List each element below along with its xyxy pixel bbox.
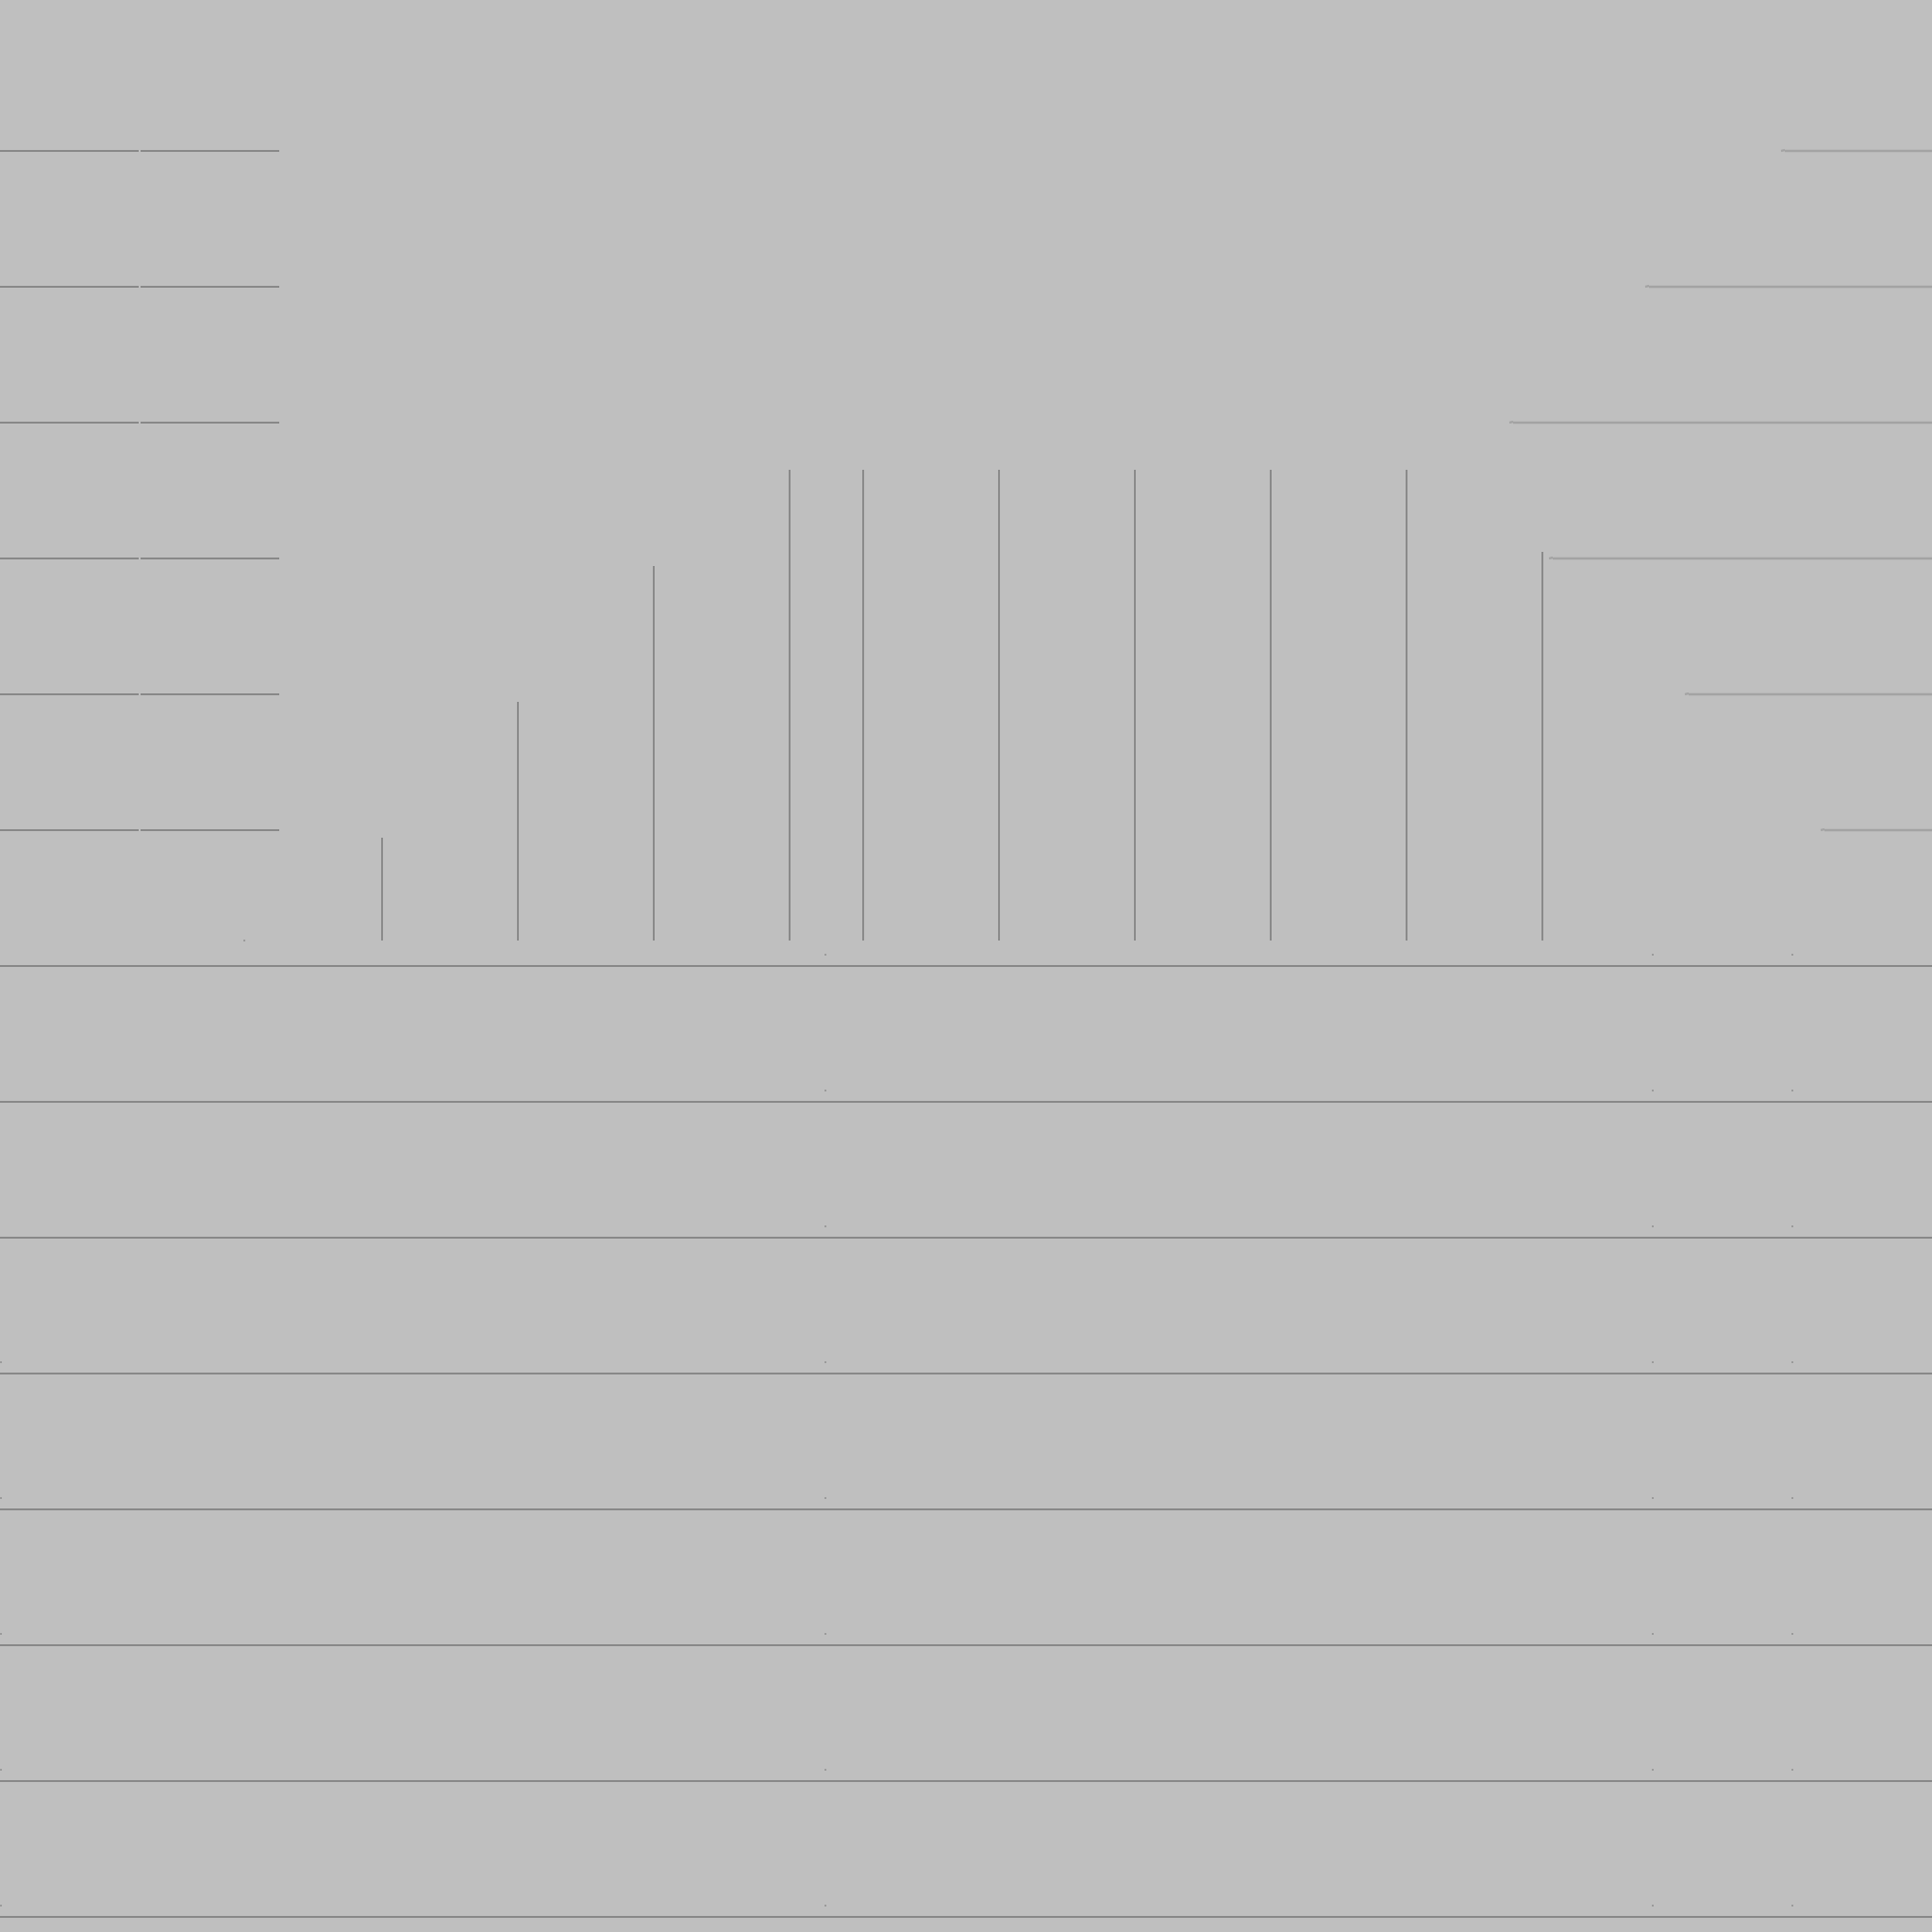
tick-dot xyxy=(0,1905,2,1907)
tick-dot xyxy=(824,1633,826,1635)
tick-dot xyxy=(1791,1905,1793,1907)
tick-dot xyxy=(824,1225,826,1227)
tick-dot xyxy=(824,1361,826,1363)
tick-dot xyxy=(1652,1090,1654,1091)
tick-dot xyxy=(1791,1769,1793,1771)
tick-dot xyxy=(0,1361,2,1363)
right-line-cap xyxy=(1508,420,1514,425)
tick-dot xyxy=(1652,1633,1654,1635)
tick-dot xyxy=(0,1769,2,1771)
tick-dot xyxy=(824,1497,826,1499)
tick-dot xyxy=(1791,1225,1793,1227)
right-line-cap xyxy=(1644,284,1650,289)
right-line-cap xyxy=(1684,691,1690,696)
tick-dot xyxy=(824,1769,826,1771)
right-line-cap xyxy=(1820,827,1825,832)
tick-dot xyxy=(1652,1497,1654,1499)
tick-dot xyxy=(1652,1769,1654,1771)
tick-dot xyxy=(1791,1090,1793,1091)
lower-horizontal-rules xyxy=(0,965,1932,1918)
tick-dot xyxy=(1652,1905,1654,1907)
right-line-cap xyxy=(1780,148,1786,153)
tick-dot xyxy=(1791,1497,1793,1499)
tick-dot xyxy=(824,954,826,956)
tick-dot xyxy=(1791,1361,1793,1363)
tick-dots xyxy=(0,940,1793,1907)
tick-dot xyxy=(1791,954,1793,956)
vertical-line-bars xyxy=(381,470,1543,941)
tick-dot xyxy=(0,1497,2,1499)
tick-dot xyxy=(243,940,245,941)
tick-dot xyxy=(1652,1361,1654,1363)
tick-dot xyxy=(0,1633,2,1635)
tick-dot xyxy=(1652,954,1654,956)
tick-dot xyxy=(824,1905,826,1907)
left-horizontal-lines xyxy=(0,150,279,831)
tick-dot xyxy=(824,1090,826,1091)
right-staircase-lines xyxy=(1508,148,1932,832)
tick-dot xyxy=(1791,1633,1793,1635)
tick-dot xyxy=(1652,1225,1654,1227)
